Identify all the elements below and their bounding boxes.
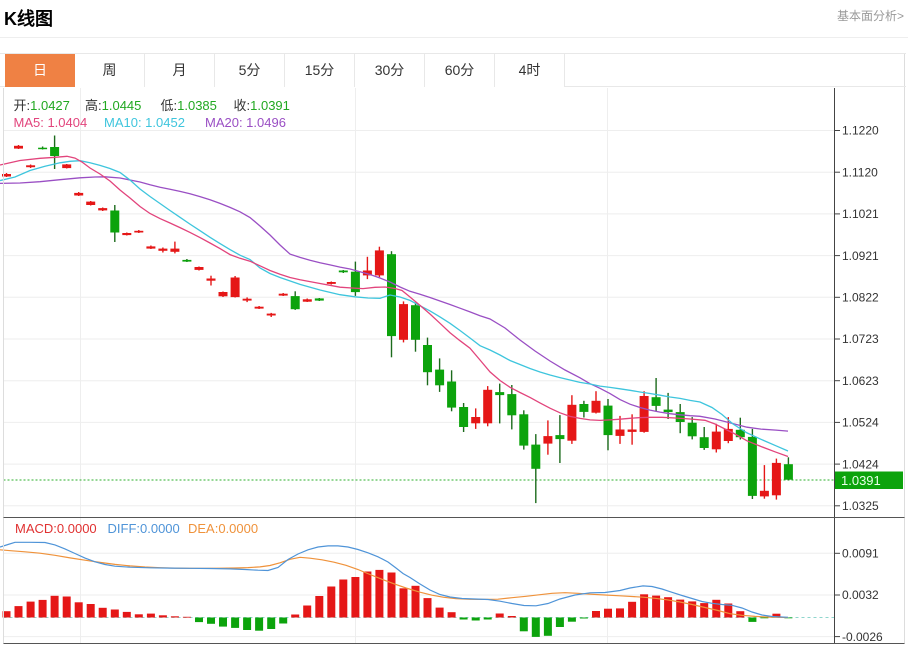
svg-text:1.0424: 1.0424 bbox=[842, 457, 879, 471]
svg-text:MA20: 1.0496: MA20: 1.0496 bbox=[205, 115, 286, 130]
svg-text:MA10: 1.0452: MA10: 1.0452 bbox=[104, 115, 185, 130]
svg-text:1.0325: 1.0325 bbox=[842, 499, 879, 513]
svg-text:1.0723: 1.0723 bbox=[842, 332, 879, 346]
svg-text:1.0524: 1.0524 bbox=[842, 416, 879, 430]
svg-text:1.0391: 1.0391 bbox=[841, 473, 881, 488]
svg-text:0.0032: 0.0032 bbox=[842, 588, 879, 602]
svg-text:收:1.0391: 收:1.0391 bbox=[234, 98, 290, 113]
svg-text:1.1220: 1.1220 bbox=[842, 124, 879, 138]
svg-text:-0.0026: -0.0026 bbox=[842, 630, 883, 644]
svg-text:MACD:0.0000: MACD:0.0000 bbox=[15, 521, 97, 536]
svg-text:DIFF:0.0000: DIFF:0.0000 bbox=[108, 521, 180, 536]
svg-text:低:1.0385: 低:1.0385 bbox=[161, 98, 217, 113]
svg-text:1.1120: 1.1120 bbox=[842, 165, 878, 179]
svg-text:0.0091: 0.0091 bbox=[842, 547, 879, 561]
svg-text:1.0822: 1.0822 bbox=[842, 291, 879, 305]
svg-text:开:1.0427: 开:1.0427 bbox=[14, 98, 70, 113]
svg-text:DEA:0.0000: DEA:0.0000 bbox=[188, 521, 258, 536]
svg-text:1.0623: 1.0623 bbox=[842, 374, 879, 388]
svg-text:1.0921: 1.0921 bbox=[842, 249, 879, 263]
svg-text:1.1021: 1.1021 bbox=[842, 207, 879, 221]
svg-text:MA5: 1.0404: MA5: 1.0404 bbox=[14, 115, 88, 130]
svg-text:高:1.0445: 高:1.0445 bbox=[85, 98, 141, 113]
